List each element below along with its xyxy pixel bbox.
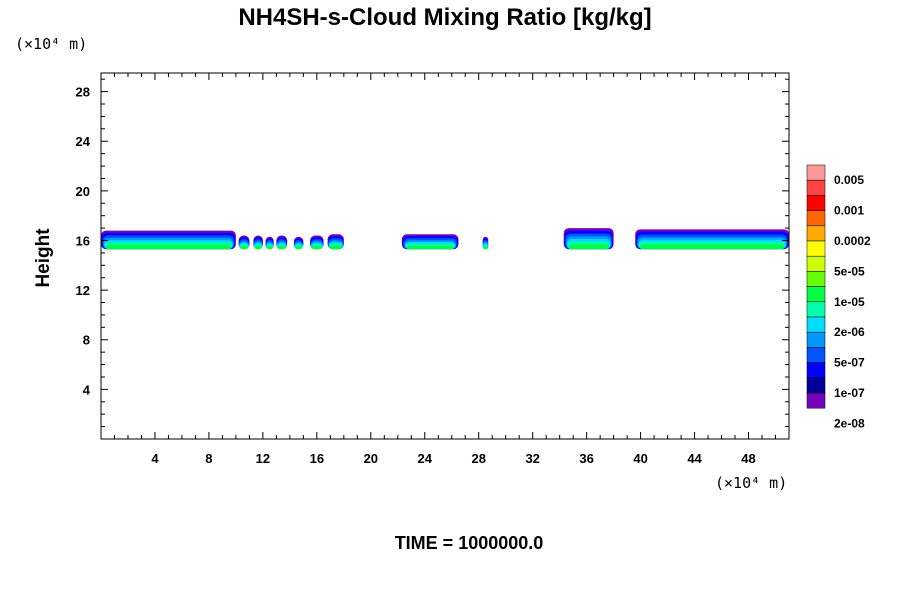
colorbar-swatch	[806, 240, 826, 257]
x-tick-label: 16	[310, 451, 324, 466]
x-tick-label: 24	[418, 451, 433, 466]
colorbar-swatch	[806, 362, 826, 379]
colorbar-label: 1e-05	[834, 295, 865, 309]
cloud-segment	[635, 229, 789, 250]
colorbar-swatch	[806, 225, 826, 242]
cloud-segment	[293, 236, 304, 250]
x-tick-label: 8	[205, 451, 212, 466]
y-tick-label: 8	[83, 333, 90, 348]
y-axis-label: Height	[33, 228, 54, 288]
x-tick-label: 36	[579, 451, 593, 466]
colorbar-label: 5e-05	[834, 264, 865, 278]
cloud-segment	[253, 235, 263, 250]
cloud-segment	[401, 234, 459, 250]
cloud-band	[639, 244, 785, 250]
y-tick-label: 16	[76, 233, 90, 248]
y-tick-label: 12	[76, 283, 90, 298]
cloud-band	[294, 246, 303, 250]
y-tick-label: 24	[76, 134, 91, 149]
cloud-layer	[101, 228, 789, 250]
colorbar: 0.005 0.001 0.0002 5e-05 1e-05 2e-06 5e-07 1e-0…	[806, 164, 871, 430]
y-tick-label: 28	[76, 85, 90, 100]
colorbar-swatch	[806, 195, 826, 211]
cloud-band	[105, 244, 232, 250]
cloud-band	[266, 246, 273, 250]
x-tick-label: 28	[471, 451, 485, 466]
colorbar-label: 5e-07	[834, 356, 865, 370]
x-tick-label: 44	[687, 451, 702, 466]
colorbar-label: 2e-06	[834, 325, 865, 339]
colorbar-swatch	[806, 271, 826, 287]
y-tick-label: 20	[76, 184, 90, 199]
colorbar-swatch	[806, 392, 826, 409]
x-tick-label: 48	[741, 451, 755, 466]
colorbar-swatch	[806, 255, 826, 272]
cloud-band	[329, 245, 343, 250]
colorbar-swatch	[806, 164, 826, 181]
x-tick-label: 20	[364, 451, 378, 466]
colorbar-swatch	[806, 377, 826, 394]
colorbar-swatch	[806, 210, 826, 227]
cloud-segment	[327, 234, 344, 250]
cloud-band	[483, 246, 488, 250]
time-label: TIME = 1000000.0	[395, 533, 544, 553]
x-tick-label: 32	[525, 451, 539, 466]
cloud-segment	[310, 235, 324, 250]
y-unit-label: (×10⁴ m)	[15, 35, 87, 53]
colorbar-swatch	[806, 331, 826, 348]
y-tick-label: 4	[83, 382, 91, 397]
cloud-segment	[101, 230, 236, 250]
x-tick-label: 12	[256, 451, 270, 466]
colorbar-label: 0.001	[834, 204, 864, 218]
colorbar-label: 0.0002	[834, 234, 871, 248]
chart-title: NH4SH-s-Cloud Mixing Ratio [kg/kg]	[238, 4, 651, 31]
x-tick-label: 40	[633, 451, 647, 466]
plot-frame	[100, 72, 790, 440]
colorbar-label: 1e-07	[834, 386, 865, 400]
colorbar-swatch	[806, 286, 826, 303]
colorbar-swatch	[806, 316, 826, 333]
cloud-band	[254, 245, 263, 250]
cloud-band	[568, 244, 610, 250]
cloud-band	[239, 245, 249, 250]
colorbar-label: 2e-08	[834, 416, 865, 430]
cloud-band	[406, 245, 454, 250]
cloud-segment	[482, 236, 489, 250]
x-tick-label: 4	[151, 451, 159, 466]
cloud-band	[277, 245, 287, 250]
cloud-band	[311, 245, 323, 250]
cloud-segment	[265, 236, 274, 250]
x-unit-label: (×10⁴ m)	[715, 474, 787, 492]
colorbar-swatch	[806, 179, 826, 196]
x-axis: 4 8 12 16 20 24 28 32 36 40 44 48	[113, 73, 777, 466]
colorbar-label: 0.005	[834, 173, 864, 187]
y-axis: 4 8 12 16 20 24 28	[76, 78, 789, 428]
colorbar-swatch	[806, 301, 826, 318]
cloud-segment	[238, 235, 250, 250]
colorbar-swatch	[806, 347, 826, 363]
cloud-segment	[563, 228, 614, 250]
cloud-segment	[276, 235, 288, 250]
